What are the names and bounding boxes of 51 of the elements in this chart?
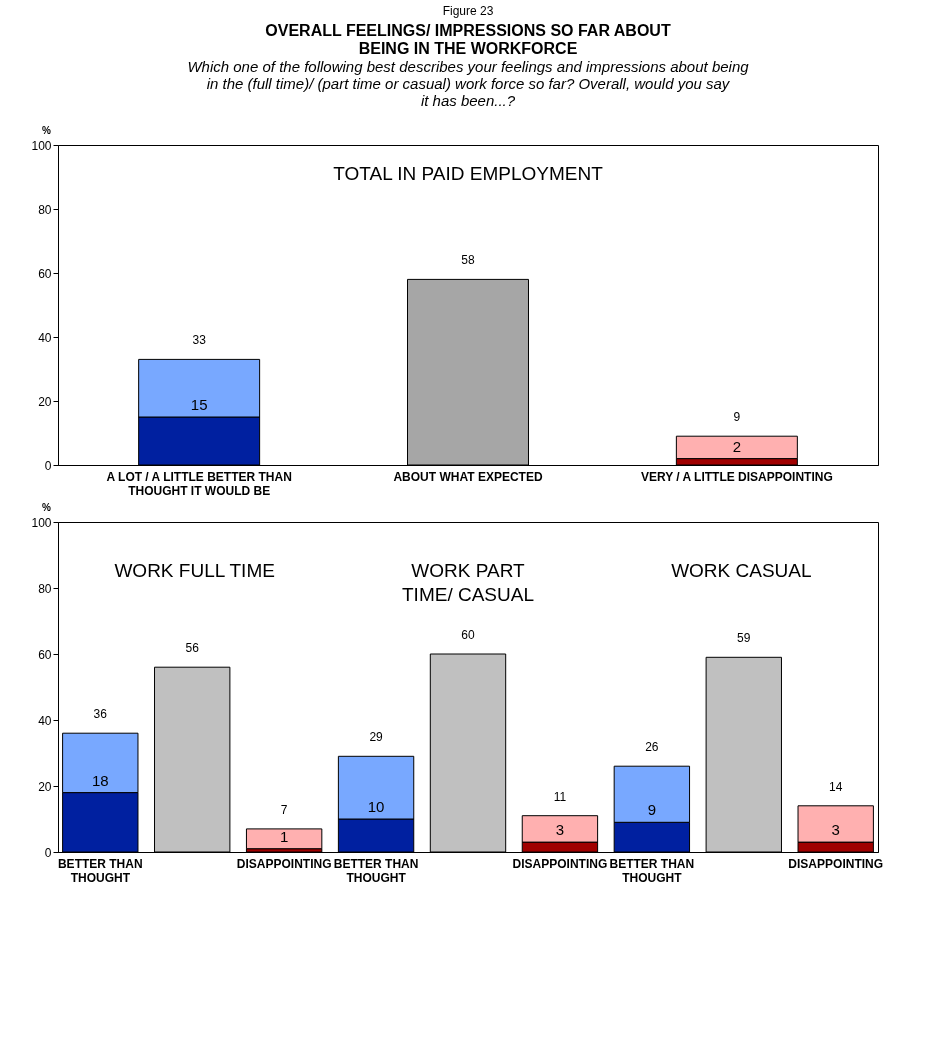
- annotation: WORK PART TIME/ CASUAL: [402, 560, 534, 605]
- total-label: 26: [645, 740, 659, 755]
- data-label: 9: [647, 801, 657, 819]
- y-tick-label: 20: [38, 394, 52, 409]
- y-tick-label: 0: [44, 458, 52, 473]
- x-tick-label: BETTER THAN THOUGHT: [333, 856, 419, 885]
- total-label: 14: [829, 779, 843, 794]
- y-tick-label: 40: [38, 713, 52, 728]
- caption: Figure 23: [442, 4, 494, 18]
- y-tick-label: 0: [44, 845, 52, 860]
- x-tick-label: A LOT / A LITTLE BETTER THAN THOUGHT IT WOULD BE: [106, 469, 292, 498]
- y-tick-label: 20: [38, 779, 52, 794]
- y-tick-label: 60: [38, 266, 52, 281]
- y-tick-label: 80: [38, 202, 52, 217]
- bar: [245, 828, 323, 850]
- total-label: 56: [185, 641, 200, 656]
- y-tick-label: 100: [31, 138, 52, 153]
- y-tick-label: 60: [38, 647, 52, 662]
- x-tick-label: ABOUT WHAT EXPECTED: [393, 469, 543, 484]
- x-tick-label: BETTER THAN THOUGHT: [57, 856, 143, 885]
- annotation: WORK FULL TIME: [114, 560, 275, 581]
- annotation: WORK CASUAL: [671, 560, 812, 581]
- total-label: 58: [461, 253, 475, 268]
- total-label: 36: [93, 707, 108, 722]
- total-label: 29: [369, 730, 384, 745]
- annotation: TOTAL IN PAID EMPLOYMENT: [333, 163, 604, 184]
- y-tick-label: 40: [38, 330, 52, 345]
- data-label: 18: [91, 771, 109, 789]
- data-label: 10: [367, 798, 385, 815]
- data-label: 1: [279, 827, 289, 845]
- x-tick-label: DISAPPOINTING: [788, 856, 884, 871]
- x-tick-label: BETTER THAN THOUGHT: [609, 856, 695, 885]
- chart-subtitle: Which one of the following best describes your feelings and impressions about being in the (full time)/ (part time or casual) work force so far? Overall, would you say it has been...?: [187, 58, 750, 109]
- data-label: 3: [555, 821, 565, 839]
- y-axis-title: %: [42, 501, 52, 513]
- y-axis-title: %: [42, 124, 52, 136]
- total-label: 60: [461, 628, 475, 642]
- x-tick-label: DISAPPOINTING: [236, 856, 332, 871]
- y-tick-label: 100: [31, 515, 52, 530]
- chart-title: OVERALL FEELINGS/ IMPRESSIONS SO FAR ABOUT BEING IN THE WORKFORCE: [265, 22, 671, 57]
- x-tick-label: VERY / A LITTLE DISAPPOINTING: [640, 469, 833, 484]
- total-label: 9: [733, 410, 741, 425]
- total-label: 7: [280, 802, 288, 817]
- data-label: 2: [732, 437, 742, 455]
- y-tick-label: 80: [38, 581, 52, 596]
- data-label: 3: [831, 821, 840, 839]
- total-label: 33: [192, 333, 207, 348]
- x-tick-label: DISAPPOINTING: [512, 856, 608, 871]
- total-label: 11: [553, 789, 567, 804]
- data-label: 15: [190, 396, 208, 413]
- total-label: 59: [737, 631, 751, 646]
